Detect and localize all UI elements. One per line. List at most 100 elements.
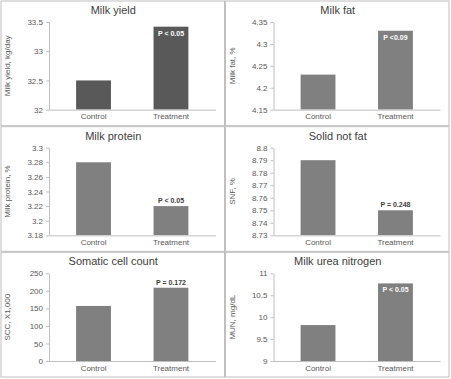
y-tick: 11 — [259, 269, 273, 278]
panel: Milk fat4.154.24.254.34.35ControlTreatme… — [226, 1, 450, 126]
y-tick-mark — [271, 210, 274, 211]
y-tick-label: 8.74 — [252, 219, 268, 228]
x-tick-label: Control — [305, 238, 331, 247]
bar — [76, 162, 111, 235]
y-tick-label: 8.73 — [252, 231, 268, 240]
annotation: P < 0.05 — [158, 30, 184, 37]
plot-area: 3.183.23.223.243.263.283.3ControlTreatme… — [3, 144, 216, 247]
y-tick-mark — [271, 44, 274, 45]
y-tick-label: 3.3 — [32, 144, 44, 153]
panel-frame — [226, 127, 450, 252]
y-axis: 050100150200250 — [30, 269, 50, 366]
chart-title: Milk protein — [85, 130, 141, 142]
y-tick-label: 4.2 — [256, 84, 268, 93]
y-tick: 3.22 — [27, 202, 49, 211]
y-tick-mark — [271, 339, 274, 340]
y-tick-label: 8.8 — [256, 144, 268, 153]
x-axis: Control Treatment — [50, 362, 217, 373]
plot-area: 3232.53333.5ControlTreatmentMilk yield, … — [3, 18, 216, 121]
x-tick-label: Treatment — [377, 238, 414, 247]
annotation: P <0.09 — [383, 34, 407, 41]
y-tick-label: 150 — [30, 304, 44, 313]
y-tick-mark — [271, 295, 274, 296]
bar — [154, 288, 189, 361]
y-tick-mark — [46, 361, 49, 362]
y-tick: 4.3 — [256, 40, 273, 49]
y-tick: 0 — [39, 357, 49, 366]
chart-title: Milk yield — [91, 4, 136, 16]
y-tick-mark — [271, 173, 274, 174]
annotation: P < 0.05 — [158, 197, 184, 204]
y-tick-mark — [46, 206, 49, 207]
x-tick-label: Control — [81, 364, 107, 373]
panel-frame — [1, 252, 225, 377]
plot-area: 99.51010.511ControlTreatmentMUN, mg/dLP … — [228, 269, 441, 372]
y-axis-line — [49, 148, 50, 236]
chart-title: Milk urea nitrogen — [294, 255, 381, 267]
y-tick: 8.74 — [252, 219, 274, 228]
y-tick-mark — [46, 177, 49, 178]
y-tick-label: 3.2 — [32, 217, 44, 226]
y-tick: 250 — [30, 269, 49, 278]
annotation: P = 0.248 — [380, 201, 410, 208]
y-tick-mark — [271, 223, 274, 224]
y-tick-label: 11 — [259, 269, 268, 278]
y-tick-mark — [271, 317, 274, 318]
y-axis-title: SNF, % — [228, 178, 237, 205]
panel: Milk yield3232.53333.5ControlTreatmentMi… — [1, 1, 225, 126]
y-tick-mark — [271, 160, 274, 161]
x-tick: Treatment — [153, 238, 190, 247]
panel: Milk protein3.183.23.223.243.263.283.3Co… — [1, 127, 225, 252]
y-tick: 200 — [30, 287, 49, 296]
y-tick: 4.2 — [256, 84, 273, 93]
y-axis-title: Milk fat, % — [228, 47, 237, 84]
y-tick: 3.26 — [27, 173, 49, 182]
y-tick-label: 8.79 — [252, 156, 268, 165]
panel-frame — [226, 252, 450, 377]
y-tick-mark — [46, 192, 49, 193]
chart-title: Solid not fat — [309, 130, 367, 142]
x-tick-label: Treatment — [153, 364, 190, 373]
panel: Solid not fat8.738.748.758.768.778.788.7… — [226, 127, 450, 252]
bars — [301, 31, 413, 110]
y-tick-label: 9.5 — [256, 335, 268, 344]
panel: Milk urea nitrogen99.51010.511ControlTre… — [226, 252, 450, 377]
x-tick: Control — [81, 364, 107, 373]
panel-frame — [1, 1, 225, 126]
y-tick-label: 32 — [34, 106, 43, 115]
y-axis-line — [274, 148, 275, 236]
bar — [301, 160, 336, 235]
bars — [76, 27, 188, 110]
y-tick-mark — [46, 148, 49, 149]
x-axis-line — [274, 235, 441, 236]
y-tick-label: 33.5 — [27, 18, 43, 27]
figure: Milk yield 32 32.5 33 33.5 Control Treatment Mi… — [0, 0, 451, 379]
y-axis: 8.738.748.758.768.778.788.798.8 — [252, 144, 274, 241]
y-tick-mark — [271, 361, 274, 362]
x-axis-line — [274, 110, 441, 111]
y-tick-mark — [271, 148, 274, 149]
y-tick: 33 — [34, 47, 49, 56]
y-tick: 33.5 — [27, 18, 49, 27]
x-tick-label: Treatment — [377, 364, 414, 373]
y-axis-title: MUN, mg/dL — [228, 294, 237, 339]
y-tick-label: 8.77 — [252, 181, 268, 190]
y-tick-label: 8.75 — [252, 206, 268, 215]
y-tick: 10.5 — [252, 291, 274, 300]
y-tick-label: 32.5 — [27, 77, 43, 86]
chart-title: Somatic cell count — [69, 255, 158, 267]
y-tick-mark — [46, 80, 49, 81]
bar — [378, 210, 413, 235]
panel-frame — [226, 1, 450, 126]
y-tick-label: 10.5 — [252, 291, 268, 300]
x-tick-label: Treatment — [377, 112, 414, 121]
y-tick-label: 3.18 — [27, 231, 43, 240]
y-tick-mark — [46, 291, 49, 292]
y-tick-label: 3.24 — [27, 188, 43, 197]
plot-area: 8.738.748.758.768.778.788.798.8ControlTr… — [228, 144, 441, 247]
y-tick: 100 — [30, 322, 49, 331]
annotation: P = 0.172 — [156, 279, 186, 286]
y-axis: 4.154.24.254.34.35 — [252, 18, 274, 115]
x-tick-label: Control — [305, 112, 331, 121]
y-tick-mark — [46, 308, 49, 309]
